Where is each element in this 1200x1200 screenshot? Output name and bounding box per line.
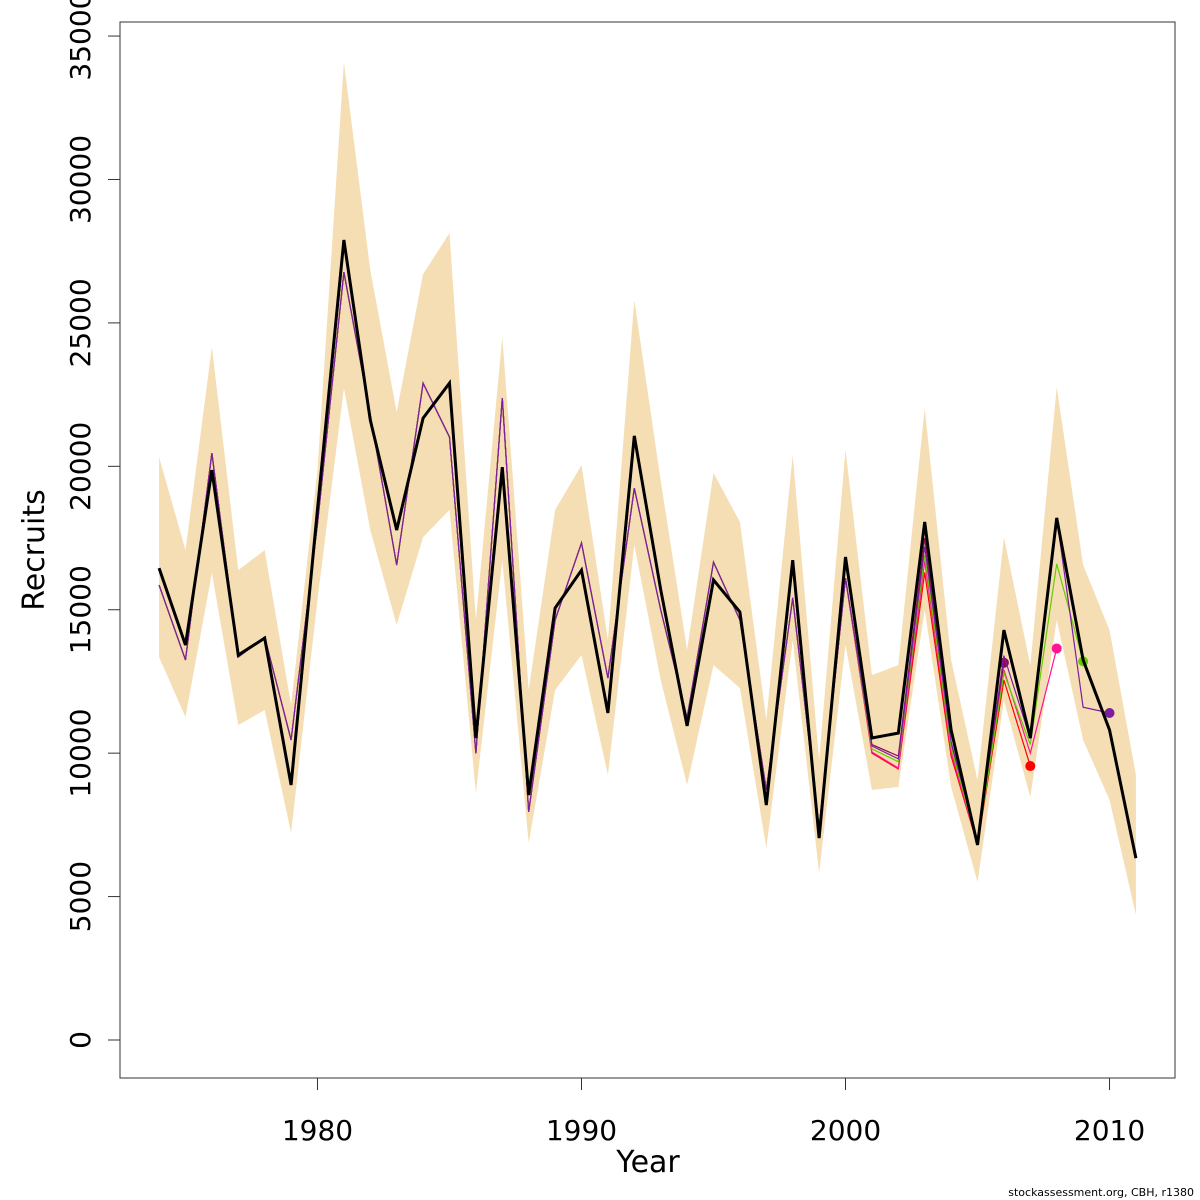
footer: stockassessment.org, CBH, r1380 [1008,1186,1194,1199]
y-tick-label: 5000 [64,861,97,932]
series-line [157,239,1138,859]
y-tick-label: 35000 [64,0,97,81]
y-tick-label: 10000 [64,709,97,798]
confidence-band [159,62,1136,915]
end-point [1025,761,1036,772]
y-tick-label: 25000 [64,278,97,367]
y-tick-label: 0 [64,1031,97,1049]
y-axis-label: Recruits [17,489,52,611]
y-tick-label: 15000 [64,565,97,654]
end-point [1104,707,1115,718]
x-tick-label: 2000 [810,1114,881,1147]
y-tick-label: 30000 [64,135,97,224]
x-tick-label: 1990 [546,1114,617,1147]
y-tick-label: 20000 [64,422,97,511]
end-point [1051,643,1062,654]
x-tick-label: 2010 [1074,1114,1145,1147]
x-axis-label: Year [615,1145,680,1180]
x-tick-label: 1980 [282,1114,353,1147]
